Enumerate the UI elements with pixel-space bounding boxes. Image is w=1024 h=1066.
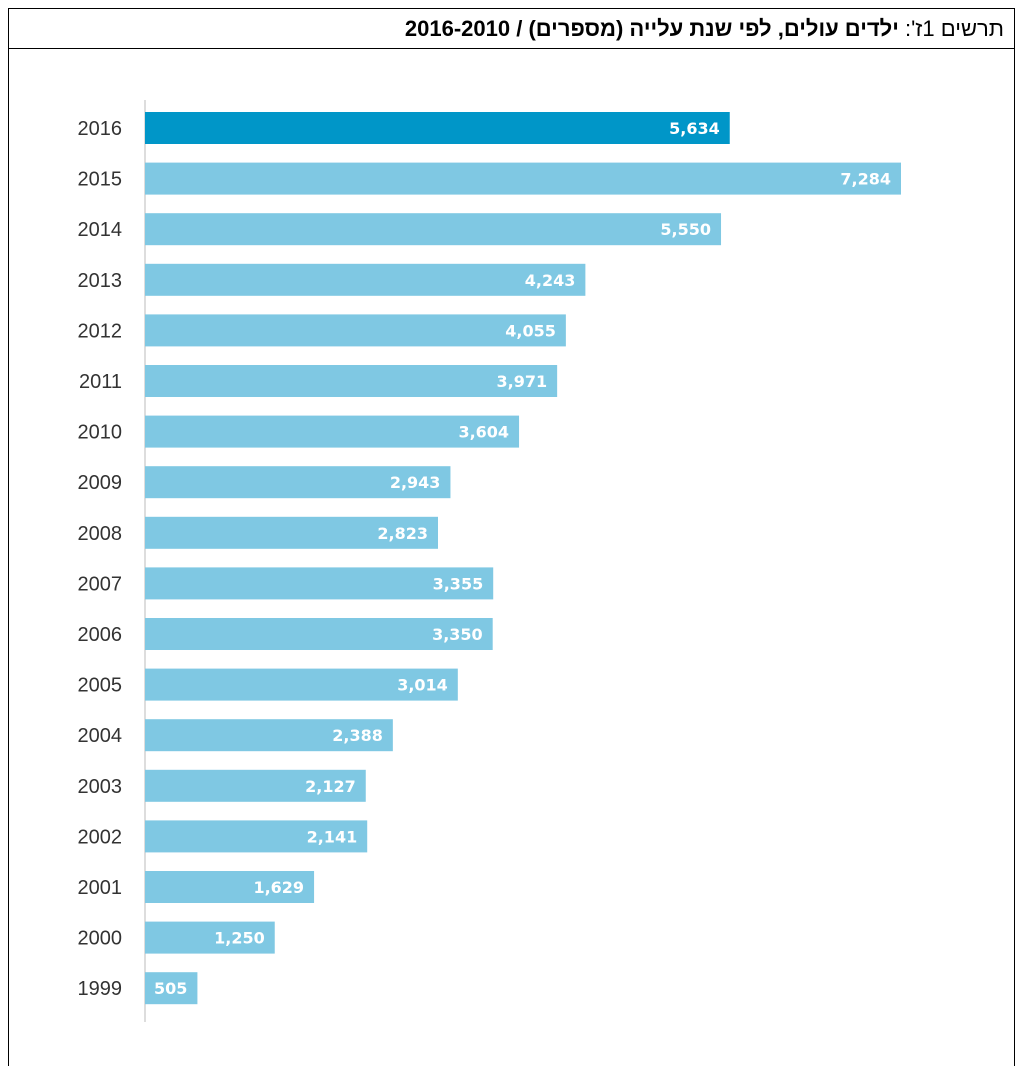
data-label-2008: 2,823 xyxy=(377,524,428,543)
bar-2001 xyxy=(145,871,315,903)
bar-2010 xyxy=(145,415,520,448)
category-label-2005: 2005 xyxy=(78,675,123,697)
data-label-2007: 3,355 xyxy=(433,574,484,593)
bar-2008 xyxy=(145,516,438,549)
category-label-2014: 2014 xyxy=(78,219,123,241)
data-label-2012: 4,055 xyxy=(505,321,556,340)
data-label-2010: 3,604 xyxy=(458,423,509,442)
bar-2015 xyxy=(145,162,901,195)
category-label-2002: 2002 xyxy=(78,826,123,848)
category-label-2006: 2006 xyxy=(78,624,123,646)
data-label-2015: 7,284 xyxy=(840,170,891,189)
data-label-2014: 5,550 xyxy=(660,220,711,239)
bar-2006 xyxy=(145,618,493,650)
bar-2013 xyxy=(145,263,586,296)
bar-2005 xyxy=(145,668,458,701)
category-label-2013: 2013 xyxy=(78,270,123,292)
chart-header: תרשים 1ז': ילדים עולים, לפי שנת עלייה (מ… xyxy=(9,9,1014,49)
chart-title: תרשים 1ז': ילדים עולים, לפי שנת עלייה (מ… xyxy=(405,16,1004,42)
data-label-1999: 505 xyxy=(154,979,187,998)
chart-title-main: ילדים עולים, לפי שנת עלייה (מספרים) / 20… xyxy=(404,15,899,41)
category-label-2008: 2008 xyxy=(78,523,123,545)
chart-title-prefix: תרשים 1ז': xyxy=(898,15,1004,41)
data-label-2000: 1,250 xyxy=(214,929,265,948)
data-label-2004: 2,388 xyxy=(332,726,383,745)
category-label-1999: 1999 xyxy=(78,978,123,1000)
category-label-2003: 2003 xyxy=(78,776,123,798)
category-label-2004: 2004 xyxy=(78,725,123,747)
bar-2016 xyxy=(145,112,730,144)
bar-1999 xyxy=(145,972,198,1005)
bar-2007 xyxy=(145,567,494,600)
bar-2004 xyxy=(145,719,393,752)
data-label-2001: 1,629 xyxy=(253,878,304,897)
bar-2003 xyxy=(145,769,366,802)
category-label-2009: 2009 xyxy=(78,472,123,494)
data-label-2006: 3,350 xyxy=(432,625,483,644)
bar-2002 xyxy=(145,820,368,853)
data-label-2002: 2,141 xyxy=(307,827,358,846)
data-label-2016: 5,634 xyxy=(669,119,720,138)
bar-2000 xyxy=(145,921,275,954)
category-label-2016: 2016 xyxy=(78,118,123,140)
bar-2009 xyxy=(145,466,451,499)
category-label-2010: 2010 xyxy=(78,422,123,444)
category-label-2000: 2000 xyxy=(78,928,123,950)
data-label-2009: 2,943 xyxy=(390,473,441,492)
chart-frame: תרשים 1ז': ילדים עולים, לפי שנת עלייה (מ… xyxy=(8,8,1015,1066)
category-label-2012: 2012 xyxy=(78,320,123,342)
bar-2011 xyxy=(145,365,558,397)
bar-2012 xyxy=(145,314,566,347)
data-label-2003: 2,127 xyxy=(305,777,356,796)
data-label-2011: 3,971 xyxy=(497,372,548,391)
category-label-2011: 2011 xyxy=(79,371,122,393)
data-label-2005: 3,014 xyxy=(397,676,448,695)
category-label-2007: 2007 xyxy=(78,573,123,595)
data-label-2013: 4,243 xyxy=(525,271,576,290)
bar-2014 xyxy=(145,213,722,246)
category-label-2001: 2001 xyxy=(78,877,123,899)
category-label-2015: 2015 xyxy=(78,169,123,191)
